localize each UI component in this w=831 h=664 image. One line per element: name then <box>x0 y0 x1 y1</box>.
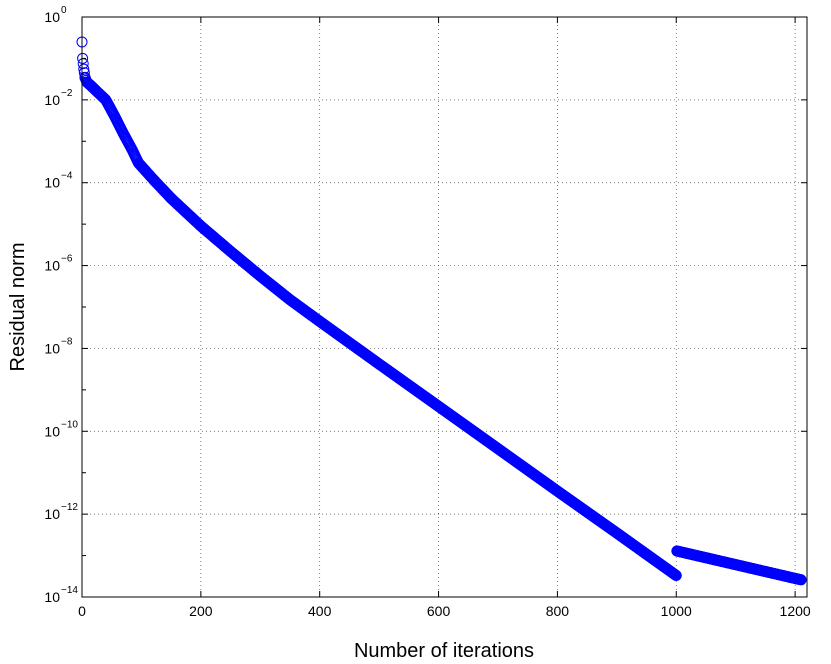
y-tick-exponent: −8 <box>61 336 73 347</box>
y-tick-exponent: −10 <box>61 419 78 430</box>
x-tick-label: 1200 <box>780 603 811 619</box>
data-point <box>77 52 89 64</box>
y-axis-title: Residual norm <box>7 243 29 372</box>
y-tick-label: 10 <box>44 258 60 274</box>
x-tick-label: 600 <box>427 603 451 619</box>
y-tick-label: 10 <box>44 92 60 108</box>
x-tick-label: 1000 <box>661 603 692 619</box>
x-tick-label: 400 <box>308 603 332 619</box>
x-tick-label: 200 <box>189 603 213 619</box>
y-tick-label: 10 <box>44 340 60 356</box>
y-tick-label: 10 <box>44 589 60 605</box>
y-tick-exponent: −12 <box>61 502 78 513</box>
data-point <box>670 570 682 582</box>
grid <box>82 17 807 597</box>
y-tick-label: 10 <box>44 506 60 522</box>
y-tick-exponent: 0 <box>61 5 67 16</box>
y-tick-label: 10 <box>44 423 60 439</box>
y-tick-exponent: −2 <box>61 88 73 99</box>
y-tick-exponent: −4 <box>61 171 73 182</box>
y-tick-exponent: −14 <box>61 585 78 596</box>
x-tick-label: 800 <box>546 603 570 619</box>
x-axis-title: Number of iterations <box>354 640 534 662</box>
x-axis-ticks: 0 200 400 600 800 1000 1200 <box>78 17 811 619</box>
y-tick-exponent: −6 <box>61 254 73 265</box>
data-series <box>76 36 807 586</box>
y-tick-label: 10 <box>44 175 60 191</box>
y-tick-label: 10 <box>44 9 60 25</box>
data-point <box>795 574 807 586</box>
x-tick-label: 0 <box>78 603 86 619</box>
